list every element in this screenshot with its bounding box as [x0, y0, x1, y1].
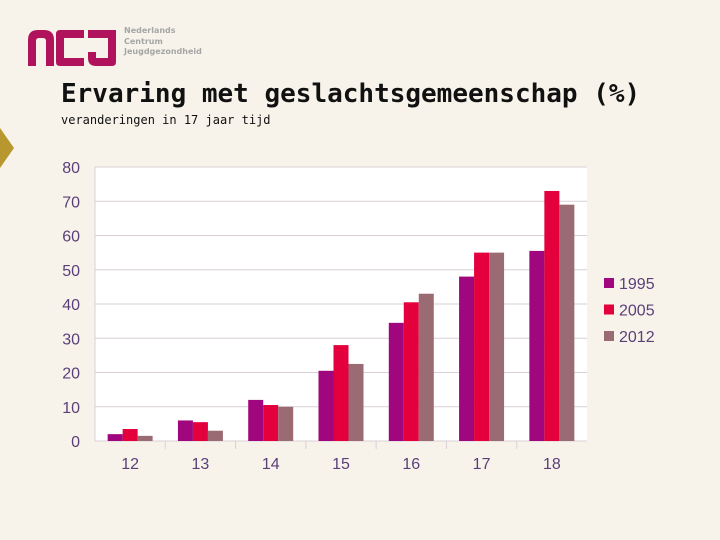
bar-2012-16: [418, 293, 434, 441]
ncj-logo-mark: [28, 30, 116, 66]
bar-2012-15: [348, 363, 364, 441]
logo-line: Nederlands: [124, 26, 176, 35]
bar-2012-18: [559, 204, 575, 441]
bar-1995-16: [388, 322, 404, 441]
bar-2005-17: [474, 252, 490, 441]
y-tick-label: 0: [71, 434, 80, 451]
chart-title: Ervaring met geslachtsgemeenschap (%): [61, 79, 641, 109]
x-tick-label: 12: [121, 456, 139, 473]
x-tick-label: 16: [402, 456, 420, 473]
bar-2012-13: [207, 430, 223, 441]
bar-2005-15: [333, 345, 349, 441]
legend-swatch: [604, 304, 614, 315]
bar-2012-17: [489, 252, 505, 441]
bar-2005-12: [122, 429, 138, 441]
ncj-logo: Nederlands Centrum Jeugdgezondheid: [26, 26, 206, 68]
logo-wordmark: Nederlands Centrum Jeugdgezondheid: [124, 26, 202, 58]
bar-chart: 0 10 20 30 40 50 60 70 80 12 13 14 15 16 17 18 1995 2005 2…: [62, 160, 655, 473]
bar-1995-17: [459, 276, 475, 441]
y-tick-label: 50: [62, 263, 80, 280]
y-tick-label: 60: [62, 229, 80, 246]
legend-label: 2012: [619, 329, 655, 346]
side-chevron-icon: [0, 128, 14, 168]
bar-1995-12: [107, 434, 123, 441]
y-tick-label: 80: [62, 160, 80, 177]
logo-line: Jeugdgezondheid: [124, 47, 202, 56]
y-tick-label: 70: [62, 194, 80, 211]
bar-2012-12: [137, 435, 153, 441]
x-tick-label: 13: [192, 456, 210, 473]
legend-label: 2005: [619, 303, 655, 320]
bar-2005-13: [192, 422, 208, 441]
bar-2005-14: [263, 405, 279, 441]
logo-line: Centrum: [124, 36, 163, 46]
y-tick-label: 10: [62, 400, 80, 417]
x-tick-label: 17: [473, 456, 491, 473]
chart-subtitle: veranderingen in 17 jaar tijd: [61, 113, 271, 127]
legend-label: 1995: [619, 276, 655, 293]
bar-1995-13: [177, 420, 193, 441]
bar-2005-18: [544, 190, 560, 441]
x-tick-label: 15: [332, 456, 350, 473]
legend-swatch: [604, 278, 614, 288]
bar-1995-18: [529, 250, 545, 441]
x-tick-label: 14: [262, 456, 280, 473]
x-tick-label: 18: [543, 456, 561, 473]
bar-2005-16: [403, 302, 419, 441]
y-tick-label: 40: [62, 297, 80, 314]
y-tick-label: 30: [62, 331, 80, 348]
y-tick-label: 20: [62, 366, 80, 383]
bar-1995-14: [248, 399, 264, 441]
bar-1995-15: [318, 370, 334, 441]
legend-swatch: [604, 331, 614, 341]
bar-2012-14: [278, 406, 294, 441]
